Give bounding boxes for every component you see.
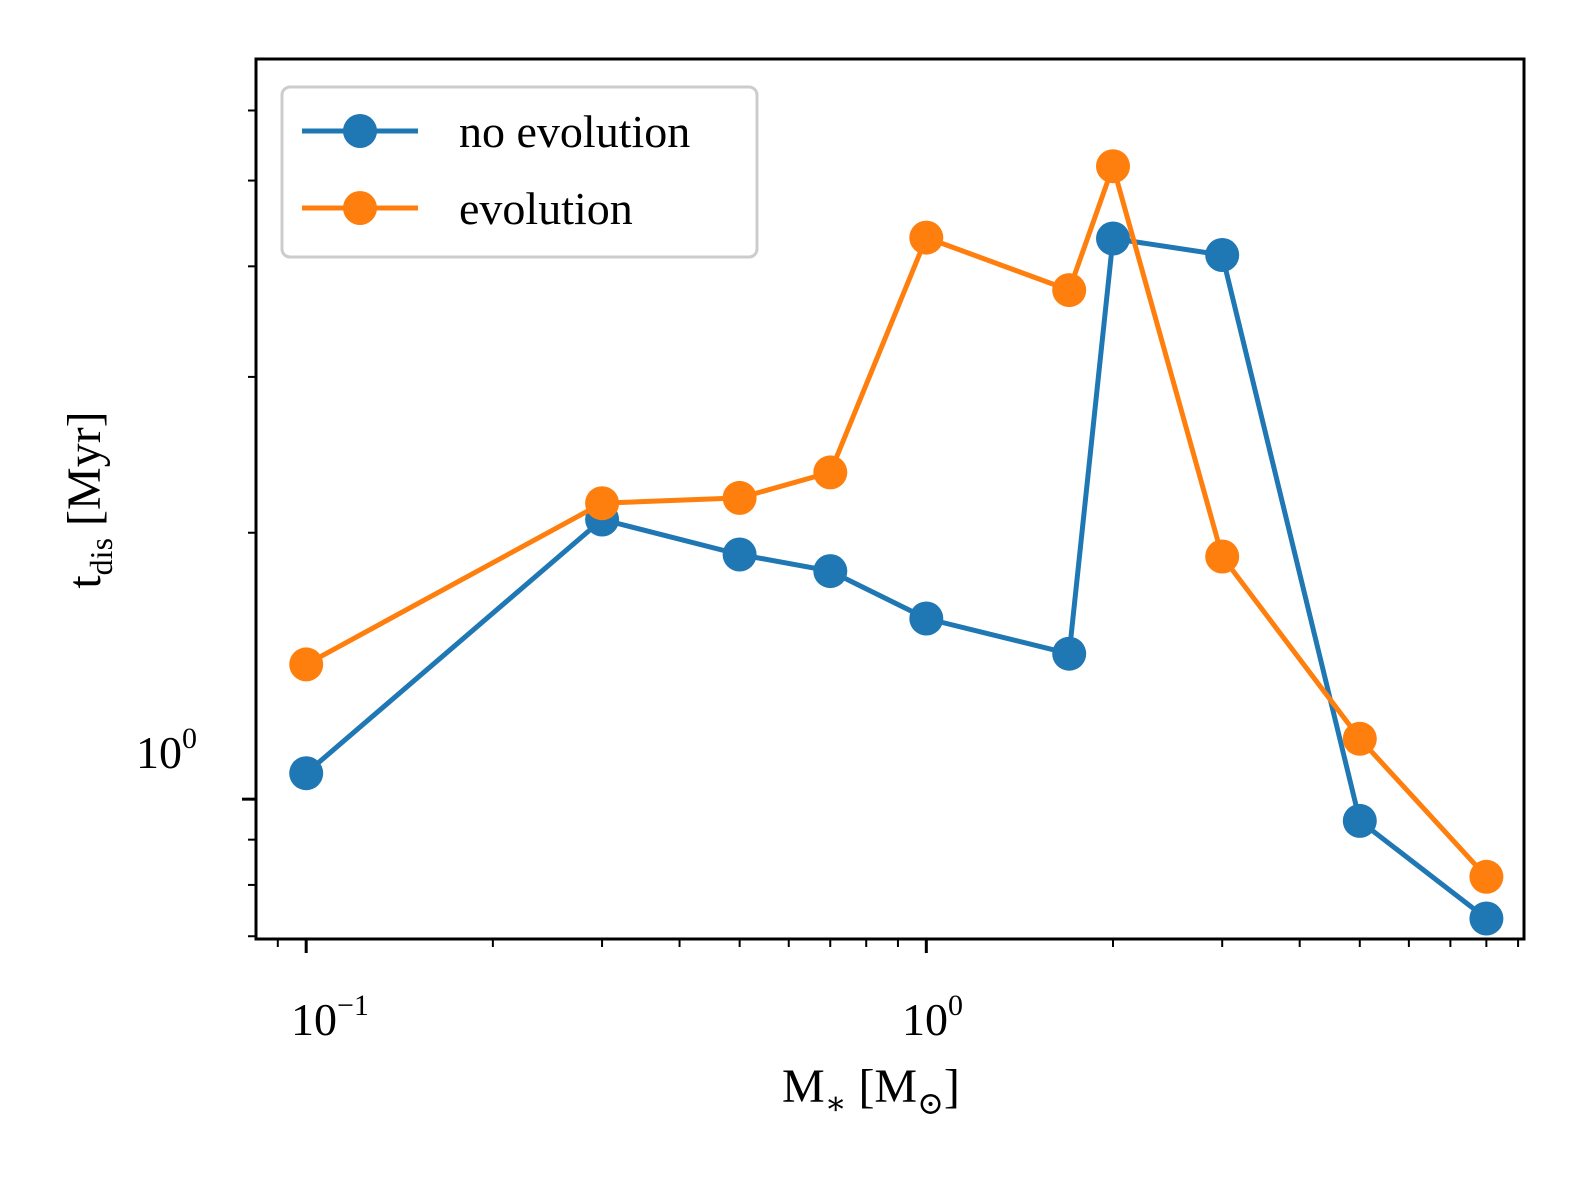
point-no-evolution-3: [1205, 238, 1240, 272]
x-axis-label: M∗ [M⊙]: [782, 1060, 960, 1121]
point-evolution-8: [1469, 859, 1504, 894]
point-evolution-0.5: [722, 480, 757, 515]
legend: no evolution evolution: [280, 85, 759, 259]
point-evolution-5: [1342, 721, 1377, 756]
series-no-evolution: [289, 221, 1504, 936]
point-no-evolution-0.7: [813, 554, 848, 589]
legend-marker-no-evolution: [343, 114, 377, 148]
point-evolution-0.1: [289, 647, 324, 682]
point-no-evolution-1: [909, 601, 944, 636]
series-line-evolution: [305, 163, 1489, 879]
point-no-evolution-1.7: [1052, 636, 1087, 671]
legend-label-no-evolution: no evolution: [459, 106, 690, 157]
point-evolution-1.7: [1052, 273, 1087, 308]
y-tick-label-1: 100: [136, 722, 197, 778]
series-layer: [289, 149, 1504, 936]
series-line-no-evolution: [304, 236, 1488, 921]
point-evolution-1: [909, 220, 944, 255]
x-tick-label-0.1: 10−1: [291, 989, 369, 1045]
point-no-evolution-5: [1342, 803, 1377, 838]
point-evolution-3: [1205, 539, 1240, 574]
point-no-evolution-2: [1096, 221, 1130, 256]
point-no-evolution-0.1: [289, 756, 324, 791]
point-no-evolution-8: [1469, 901, 1504, 936]
major-ticks: [242, 797, 928, 953]
legend-marker-evolution: [343, 191, 377, 225]
point-evolution-0.3: [585, 486, 620, 521]
point-evolution-0.7: [813, 455, 848, 490]
y-axis-label: tdis[Myr]: [58, 411, 119, 588]
plot-frame: [254, 57, 1526, 941]
x-tick-label-1: 100: [902, 989, 963, 1045]
point-no-evolution-0.5: [722, 537, 757, 572]
point-evolution-2: [1096, 149, 1130, 184]
legend-label-evolution: evolution: [459, 183, 633, 234]
series-evolution: [289, 149, 1504, 894]
